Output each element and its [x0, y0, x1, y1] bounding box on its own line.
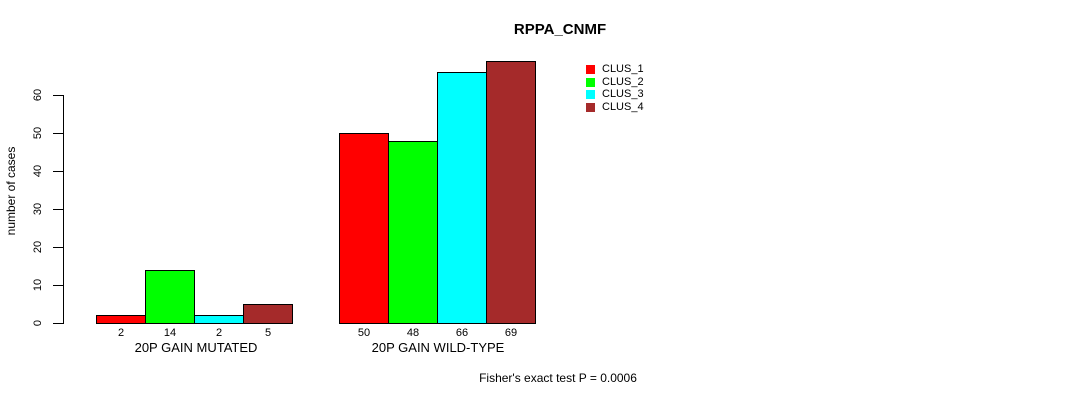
legend-swatch-clus_1: [586, 64, 595, 74]
legend-label: CLUS_3: [602, 88, 644, 101]
legend-item-clus_2: CLUS_2: [586, 76, 644, 89]
bar-clus_2: [388, 141, 438, 324]
bar-clus_2: [145, 270, 195, 324]
legend-item-clus_4: CLUS_4: [586, 101, 644, 114]
group-label-wild-type: 20P GAIN WILD-TYPE: [371, 340, 505, 355]
bar-clus_3: [437, 72, 487, 324]
y-axis-label: number of cases: [4, 146, 18, 236]
bar-clus_1: [96, 315, 146, 324]
legend-swatch-clus_4: [586, 102, 595, 112]
legend-item-clus_3: CLUS_3: [586, 88, 644, 101]
bar-clus_1: [339, 133, 389, 324]
y-tick-mark: [53, 247, 63, 248]
y-tick-label: 30: [32, 202, 44, 216]
chart-title: RPPA_CNMF: [513, 21, 607, 38]
y-tick-label: 10: [32, 278, 44, 292]
legend-item-clus_1: CLUS_1: [586, 63, 644, 76]
bar-value-label: 50: [357, 327, 371, 339]
bar-value-label: 69: [504, 327, 518, 339]
y-axis-line: [63, 95, 64, 324]
legend: CLUS_1 CLUS_2 CLUS_3 CLUS_4: [586, 63, 644, 114]
y-tick-mark: [53, 95, 63, 96]
y-tick-label: 50: [32, 126, 44, 140]
bar-clus_4: [243, 304, 293, 324]
y-tick-label: 20: [32, 240, 44, 254]
y-tick-label: 60: [32, 88, 44, 102]
bar-clus_4: [486, 61, 536, 324]
y-tick-label: 40: [32, 164, 44, 178]
bar-value-label: 2: [117, 327, 125, 339]
fisher-test-annotation: Fisher's exact test P = 0.0006: [479, 371, 637, 385]
bar-clus_3: [194, 315, 244, 324]
y-tick-mark: [53, 323, 63, 324]
y-tick-label: 0: [32, 319, 44, 327]
bar-value-label: 14: [163, 327, 177, 339]
legend-swatch-clus_3: [586, 90, 595, 100]
group-label-mutated: 20P GAIN MUTATED: [134, 340, 258, 355]
y-tick-mark: [53, 209, 63, 210]
legend-label: CLUS_4: [602, 101, 644, 114]
bar-value-label: 48: [406, 327, 420, 339]
bar-value-label: 5: [264, 327, 272, 339]
legend-label: CLUS_2: [602, 75, 644, 88]
y-tick-mark: [53, 133, 63, 134]
legend-label: CLUS_1: [602, 63, 644, 75]
legend-swatch-clus_2: [586, 77, 595, 87]
bar-value-label: 2: [215, 327, 223, 339]
y-tick-mark: [53, 285, 63, 286]
bar-value-label: 66: [455, 327, 469, 339]
y-tick-mark: [53, 171, 63, 172]
